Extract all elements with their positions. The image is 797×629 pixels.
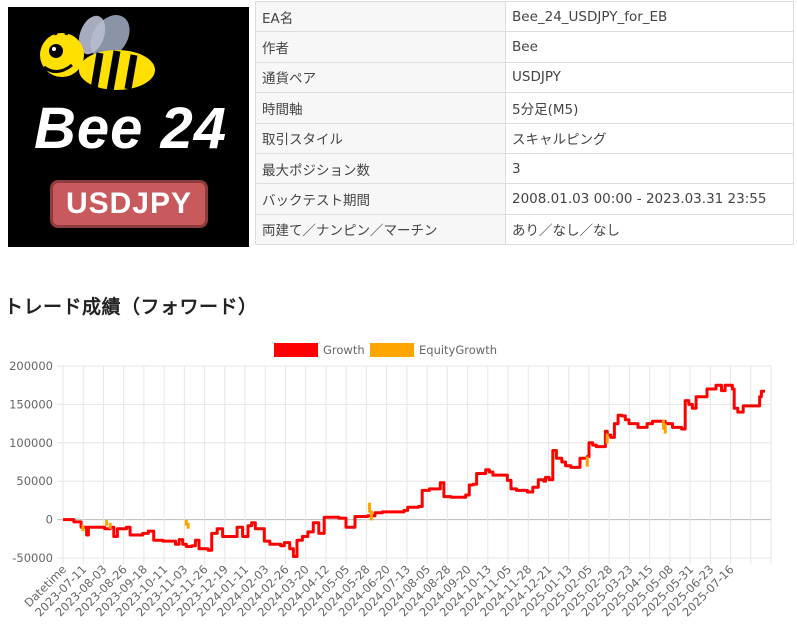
info-value: USDJPY — [505, 61, 794, 94]
info-key: 最大ポジション数 — [255, 152, 506, 185]
info-value: スキャルピング — [505, 122, 794, 154]
growth-chart: 200000150000100000500000-50000Datetime20… — [9, 343, 772, 619]
y-tick-label: 100000 — [9, 436, 53, 450]
ea-logo: Bee 24 USDJPY — [8, 7, 249, 247]
info-key: 作者 — [255, 31, 506, 63]
info-row: EA名 Bee_24_USDJPY_for_EB — [255, 0, 794, 33]
info-key: 通貨ペア — [255, 61, 506, 94]
y-tick-label: 0 — [46, 513, 53, 527]
bee-icon — [40, 15, 155, 92]
info-key: 時間軸 — [255, 92, 506, 124]
info-key: バックテスト期間 — [255, 183, 506, 215]
info-row: 通貨ペア USDJPY — [255, 61, 794, 94]
legend-swatch-equity — [370, 343, 414, 357]
info-row: 両建て／ナンピン／マーチン あり／なし／なし — [255, 213, 794, 246]
info-value: Bee_24_USDJPY_for_EB — [505, 0, 794, 33]
y-tick-label: 200000 — [9, 359, 53, 373]
legend-swatch-growth — [274, 343, 318, 357]
info-value: 2008.01.03 00:00 - 2023.03.31 23:55 — [505, 183, 794, 215]
info-key: EA名 — [255, 0, 506, 33]
y-tick-label: 50000 — [16, 474, 53, 488]
y-tick-label: -50000 — [12, 551, 53, 565]
info-row: 取引スタイル スキャルピング — [255, 122, 794, 154]
legend-label-growth: Growth — [323, 343, 365, 357]
y-tick-label: 150000 — [9, 397, 53, 411]
info-key: 取引スタイル — [255, 122, 506, 154]
info-value: 3 — [505, 152, 794, 185]
info-row: 時間軸 5分足(M5) — [255, 92, 794, 124]
info-row: バックテスト期間 2008.01.03 00:00 - 2023.03.31 23… — [255, 183, 794, 215]
info-key: 両建て／ナンピン／マーチン — [255, 213, 506, 246]
info-row: 最大ポジション数 3 — [255, 152, 794, 185]
info-value: Bee — [505, 31, 794, 63]
section-title: トレード成績（フォワード） — [4, 296, 258, 318]
logo-pair-badge: USDJPY — [50, 180, 208, 228]
logo-title: Bee 24 — [33, 96, 228, 161]
info-value: 5分足(M5) — [505, 92, 794, 124]
info-value: あり／なし／なし — [505, 213, 794, 246]
ea-info-table: EA名 Bee_24_USDJPY_for_EB 作者 Bee 通貨ペア USDJPY 時間… — [255, 0, 794, 246]
growth-series-line — [63, 383, 765, 558]
info-row: 作者 Bee — [255, 31, 794, 63]
legend-label-equity: EquityGrowth — [419, 343, 497, 357]
